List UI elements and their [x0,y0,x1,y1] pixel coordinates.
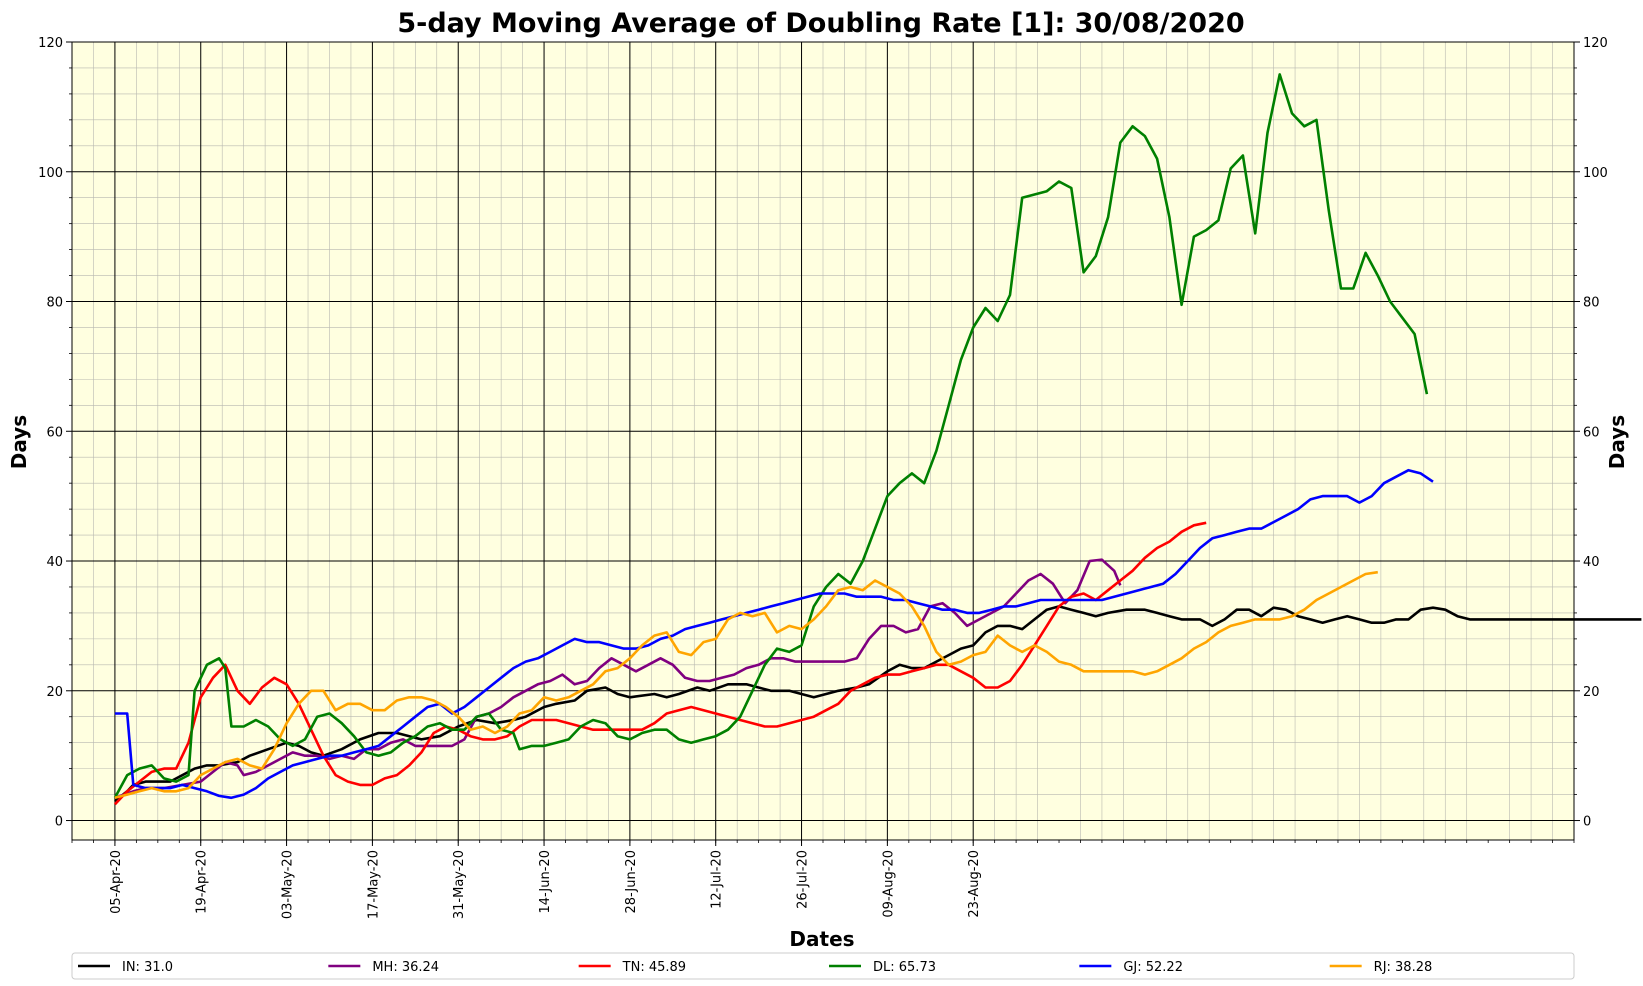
x-tick-label: 14-Jun-20 [538,850,553,914]
y-tick-label-right: 120 [1583,36,1608,51]
legend-label-tn: TN: 45.89 [622,960,686,975]
y-tick-label-right: 40 [1583,555,1600,570]
x-tick-label: 09-Aug-20 [881,850,896,918]
legend: IN: 31.0 MH: 36.24 TN: 45.89 DL: 65.73 GJ: 5… [71,952,1575,980]
series-line-mh [114,558,1122,800]
y-axis-title-right: Days [1605,415,1629,469]
series-line-tn [113,521,1207,806]
y-tick-label-left: 120 [38,36,63,51]
x-tick-label: 26-Jul-20 [796,850,811,909]
x-tick-label: 28-Jun-20 [624,850,639,914]
y-tick-label-right: 20 [1583,685,1600,700]
legend-label-rj: RJ: 38.28 [1374,960,1433,975]
axes: 0 0 20 20 40 40 60 60 80 80 100 100 120 120 05-Apr-20 1… [38,36,1608,919]
y-tick-label-left: 0 [55,815,63,830]
y-tick-label-right: 100 [1583,166,1608,181]
x-tick-label: 31-May-20 [452,850,467,919]
legend-label-gj: GJ: 52.22 [1123,960,1183,975]
x-axis-title: Dates [789,927,854,951]
y-tick-label-left: 40 [46,555,63,570]
series-line-dl [113,73,1429,799]
x-tick-label: 23-Aug-20 [967,850,982,918]
grid [71,41,1574,840]
legend-label-in: IN: 31.0 [122,960,173,975]
y-tick-label-left: 100 [38,166,63,181]
y-tick-label-right: 60 [1583,425,1600,440]
series-line-gj [114,468,1434,800]
y-tick-label-left: 80 [46,296,63,311]
legend-box [71,952,1575,980]
x-tick-label: 03-May-20 [281,850,296,919]
y-tick-label-right: 80 [1583,296,1600,311]
y-tick-label-right: 0 [1583,815,1591,830]
y-axis-title-left: Days [7,415,31,469]
series-line-rj [114,570,1378,800]
legend-label-mh: MH: 36.24 [372,960,439,975]
legend-label-dl: DL: 65.73 [873,960,936,975]
y-tick-label-left: 20 [46,685,63,700]
x-tick-label: 05-Apr-20 [109,850,124,914]
chart-title: 5-day Moving Average of Doubling Rate [1… [397,8,1244,39]
x-tick-label: 19-Apr-20 [195,850,210,914]
x-tick-label: 12-Jul-20 [710,850,725,909]
series-lines [113,73,1642,806]
y-tick-label-left: 60 [46,425,63,440]
x-tick-label: 17-May-20 [366,850,381,919]
